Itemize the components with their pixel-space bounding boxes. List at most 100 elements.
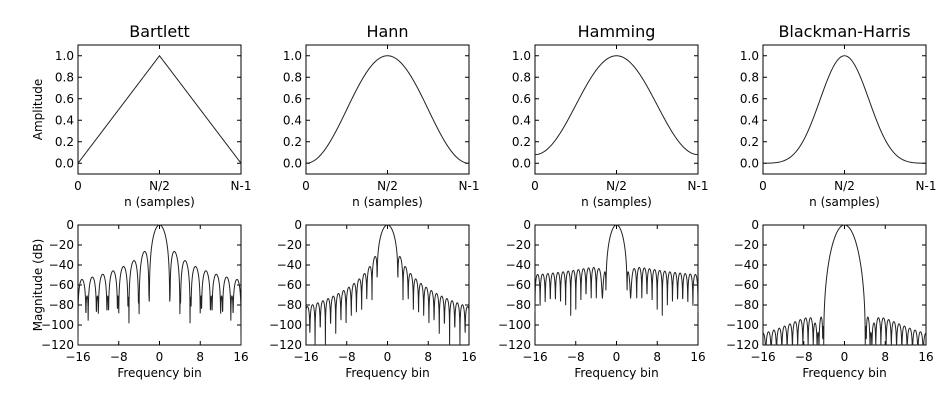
x-axis-label: n (samples) [352, 195, 423, 209]
y-tick-label: −20 [506, 238, 531, 252]
y-tick-label: −20 [277, 238, 302, 252]
y-tick-label: −40 [734, 258, 759, 272]
x-tick-label: 0 [759, 179, 767, 193]
x-tick-label: 16 [918, 350, 933, 364]
y-tick-label: 0.2 [740, 135, 759, 149]
amplitude-panel-bartlett: Bartlett 0.0 0.2 0.4 0.6 0.8 1.0 0 N/2 N-1 n (samp… [31, 22, 251, 209]
axes-frame [305, 224, 470, 346]
x-tick-label: −8 [795, 350, 813, 364]
y-tick-label: 0.2 [283, 135, 302, 149]
x-tick-label: N/2 [377, 179, 398, 193]
axes-frame [305, 44, 470, 175]
y-tick-label: −100 [269, 318, 302, 332]
magnitude-panel-bartlett: 0−20−40−60−80−100−120−16 −8 0 8 16Frequency … [31, 218, 249, 380]
y-tick-label: 0.6 [55, 92, 74, 106]
x-axis-label: n (samples) [809, 195, 880, 209]
magnitude-panel-hann: 0−20−40−60−80−100−120−16 −8 0 8 16Frequency … [269, 218, 477, 380]
x-tick-label: 8 [653, 350, 661, 364]
x-tick-label: 0 [841, 350, 849, 364]
y-tick-label: 0.4 [740, 113, 759, 127]
x-axis-label: Frequency bin [345, 366, 429, 380]
y-tick-label: 0.0 [283, 156, 302, 170]
x-tick-label: 8 [196, 350, 204, 364]
series-line-hann [305, 224, 470, 346]
series-line-bartlett [77, 54, 242, 164]
panel-title: Blackman-Harris [778, 22, 910, 41]
x-tick-label: 16 [690, 350, 705, 364]
y-tick-label: 0.6 [283, 92, 302, 106]
axes-frame [77, 44, 242, 175]
x-axis-label: Frequency bin [117, 366, 201, 380]
y-axis-label: Magnitude (dB) [31, 239, 45, 332]
panel-title: Hann [366, 22, 408, 41]
x-tick-label: −8 [338, 350, 356, 364]
y-tick-label: 0.0 [512, 156, 531, 170]
y-tick-label: −40 [277, 258, 302, 272]
x-axis-label: Frequency bin [802, 366, 886, 380]
x-tick-label: 8 [881, 350, 889, 364]
x-tick-label: −8 [110, 350, 128, 364]
y-tick-label: −60 [734, 278, 759, 292]
y-tick-label: 0.4 [283, 113, 302, 127]
axes-frame [534, 44, 699, 175]
y-tick-label: −80 [734, 298, 759, 312]
y-tick-label: −100 [498, 318, 531, 332]
y-tick-label: −20 [49, 238, 74, 252]
x-tick-label: −16 [522, 350, 547, 364]
axes-frame [77, 224, 242, 346]
y-tick-label: 0 [751, 218, 759, 232]
y-tick-label: −120 [269, 338, 302, 352]
x-tick-label: −8 [567, 350, 585, 364]
y-tick-label: 0.6 [512, 92, 531, 106]
x-tick-label: −16 [293, 350, 318, 364]
x-tick-label: N-1 [231, 179, 252, 193]
x-axis-label: Frequency bin [574, 366, 658, 380]
y-tick-label: −120 [41, 338, 74, 352]
y-tick-label: 0.0 [55, 156, 74, 170]
magnitude-panel-hamming: 0−20−40−60−80−100−120−16 −8 0 8 16Frequency … [498, 218, 706, 380]
y-tick-label: 0.0 [740, 156, 759, 170]
y-tick-label: −60 [277, 278, 302, 292]
x-tick-label: 0 [156, 350, 164, 364]
x-tick-label: 0 [531, 179, 539, 193]
y-tick-label: 0 [523, 218, 531, 232]
x-tick-label: N/2 [834, 179, 855, 193]
series-line-hamming [534, 224, 699, 316]
x-axis-label: n (samples) [581, 195, 652, 209]
series-line-bartlett [77, 224, 242, 346]
magnitude-panel-blackmanharris: 0−20−40−60−80−100−120−16 −8 0 8 16Frequency … [726, 218, 934, 380]
y-tick-label: −80 [49, 298, 74, 312]
y-tick-label: −80 [277, 298, 302, 312]
y-tick-label: 0.8 [55, 70, 74, 84]
y-tick-label: 0.4 [55, 113, 74, 127]
x-tick-label: −16 [750, 350, 775, 364]
panel-title: Bartlett [129, 22, 189, 41]
y-tick-label: −100 [41, 318, 74, 332]
y-tick-label: −60 [49, 278, 74, 292]
y-tick-label: 0.2 [55, 135, 74, 149]
y-tick-label: −100 [726, 318, 759, 332]
x-tick-label: N-1 [459, 179, 480, 193]
y-tick-label: 1.0 [55, 49, 74, 63]
x-tick-label: N/2 [149, 179, 170, 193]
x-tick-label: N/2 [606, 179, 627, 193]
y-tick-label: −20 [734, 238, 759, 252]
y-tick-label: −120 [726, 338, 759, 352]
amplitude-panel-hann: Hann 0.0 0.2 0.4 0.6 0.8 1.0 0 N/2 N-1 n (samples) [283, 22, 480, 209]
x-tick-label: −16 [65, 350, 90, 364]
y-tick-label: 1.0 [512, 49, 531, 63]
axes-frame [534, 224, 699, 346]
x-tick-label: 16 [233, 350, 248, 364]
y-tick-label: 0.6 [740, 92, 759, 106]
y-tick-label: 0.8 [740, 70, 759, 84]
x-tick-label: N-1 [688, 179, 709, 193]
y-tick-label: 0.2 [512, 135, 531, 149]
y-tick-label: 0.8 [283, 70, 302, 84]
x-tick-label: 16 [461, 350, 476, 364]
x-tick-label: 0 [302, 179, 310, 193]
x-tick-label: 8 [424, 350, 432, 364]
y-tick-label: −120 [498, 338, 531, 352]
y-tick-label: 0 [294, 218, 302, 232]
series-line-hamming [534, 55, 699, 156]
